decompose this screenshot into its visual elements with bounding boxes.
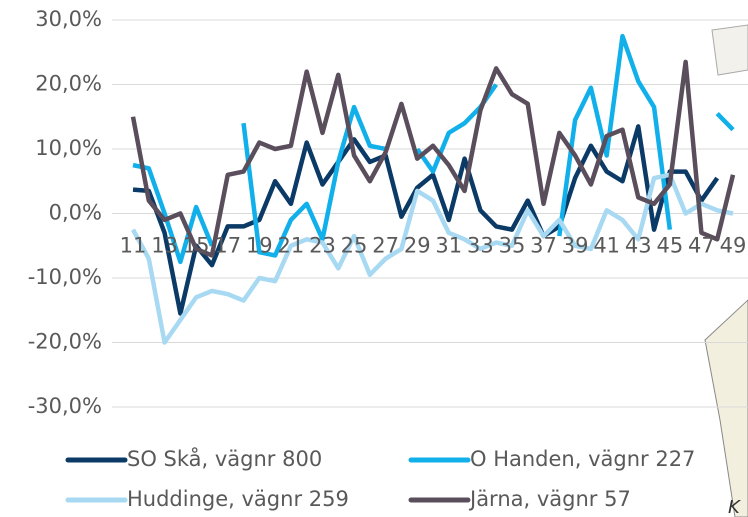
- legend-label: SO Skå, vägnr 800: [127, 446, 322, 471]
- x-tick-label: 43: [625, 234, 652, 258]
- legend-label: O Handen, vägnr 227: [470, 447, 695, 471]
- series-line: [131, 172, 734, 345]
- y-tick-label: -20,0%: [28, 330, 102, 354]
- y-tick-label: 10,0%: [35, 136, 102, 160]
- x-tick-label: 49: [720, 234, 747, 258]
- y-tick-label: 20,0%: [35, 72, 102, 96]
- x-tick-label: 41: [593, 234, 620, 258]
- series-line: [132, 162, 215, 265]
- series-line: [130, 59, 736, 258]
- x-tick-label: 45: [656, 234, 683, 258]
- x-tick-label: 37: [530, 234, 557, 258]
- y-tick-label: -30,0%: [28, 394, 102, 418]
- x-tick-label: 21: [278, 234, 305, 258]
- x-tick-label: 29: [404, 234, 431, 258]
- x-tick-label: 27: [372, 234, 399, 258]
- x-tick-label: 13: [151, 234, 178, 258]
- x-tick-label: 23: [309, 234, 336, 258]
- series-line: [557, 33, 673, 237]
- series-line: [132, 124, 720, 316]
- legend-label: Järna, vägnr 57: [468, 487, 631, 511]
- y-tick-label: 30,0%: [35, 7, 102, 31]
- map-label: K: [728, 497, 741, 517]
- x-tick-label: 33: [467, 234, 494, 258]
- map-fragment: [711, 24, 748, 76]
- x-tick-label: 39: [562, 234, 589, 258]
- x-tick-label: 17: [214, 234, 241, 258]
- y-tick-label: -10,0%: [28, 265, 102, 289]
- x-tick-label: 31: [435, 234, 462, 258]
- legend-label: Huddinge, vägnr 259: [127, 487, 349, 511]
- series-line: [241, 104, 387, 258]
- series-line: [715, 111, 735, 132]
- x-tick-label: 15: [183, 234, 210, 258]
- x-tick-label: 11: [120, 234, 147, 258]
- x-tick-label: 19: [246, 234, 273, 258]
- x-tick-label: 47: [688, 234, 715, 258]
- map-fragment: [704, 299, 748, 517]
- x-tick-label: 35: [499, 234, 526, 258]
- x-tick-label: 25: [341, 234, 368, 258]
- y-tick-label: 0,0%: [49, 201, 102, 225]
